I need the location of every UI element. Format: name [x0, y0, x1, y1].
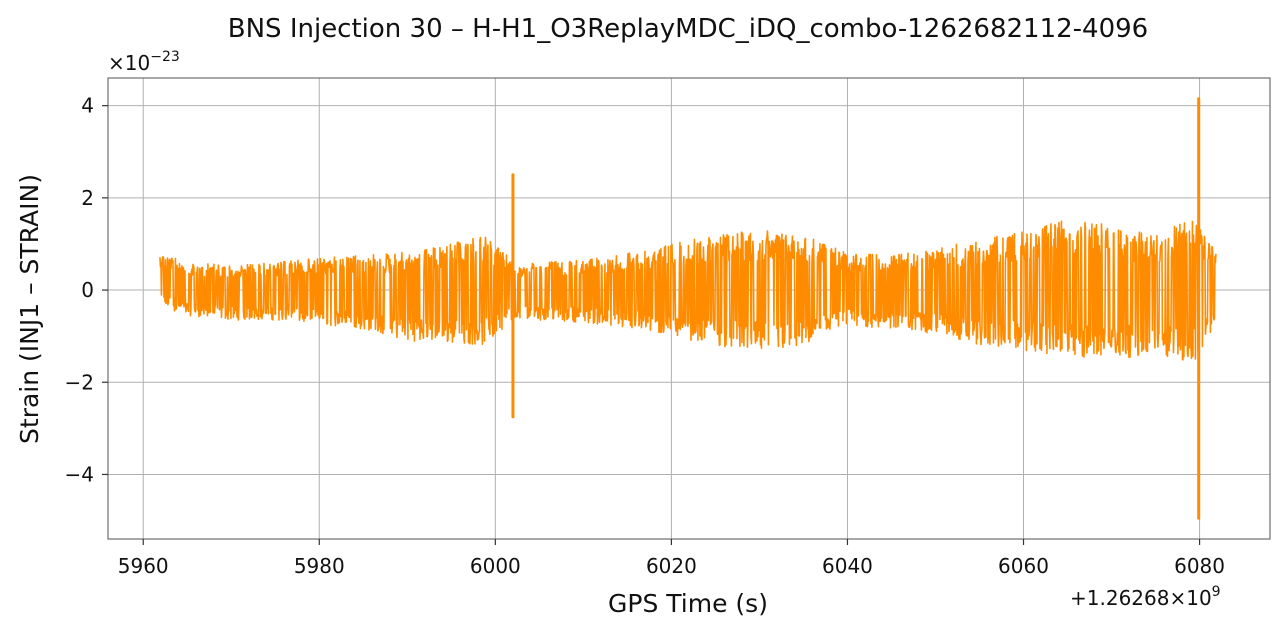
x-tick-label: 6060: [998, 554, 1049, 578]
x-tick-label: 6080: [1174, 554, 1225, 578]
axis-ticks: 5960 5980 6000 6020 6040 6060 6080 −4 −2 0 2 4: [65, 94, 1226, 578]
x-offset-text: +1.26268×109: [1070, 584, 1221, 610]
x-axis-label: GPS Time (s): [608, 589, 768, 618]
y-tick-label: 4: [81, 94, 94, 118]
plot-frame: [107, 77, 1271, 540]
chart-title: BNS Injection 30 – H-H1_O3ReplayMDC_iDQ_…: [228, 14, 1148, 44]
x-tick-label: 5960: [118, 554, 169, 578]
x-tick-label: 6020: [646, 554, 697, 578]
strain-trace: [159, 220, 1217, 361]
plot-area: [159, 97, 1217, 520]
x-tick-label: 6000: [470, 554, 521, 578]
y-tick-label: −4: [65, 462, 94, 486]
y-tick-label: −2: [65, 370, 94, 394]
y-scale-factor: ×10−23: [108, 49, 180, 75]
x-tick-label: 5980: [294, 554, 345, 578]
x-tick-label: 6040: [822, 554, 873, 578]
y-axis-label: Strain (INJ1 – STRAIN): [15, 174, 44, 444]
y-tick-label: 2: [81, 186, 94, 210]
y-tick-label: 0: [81, 278, 94, 302]
